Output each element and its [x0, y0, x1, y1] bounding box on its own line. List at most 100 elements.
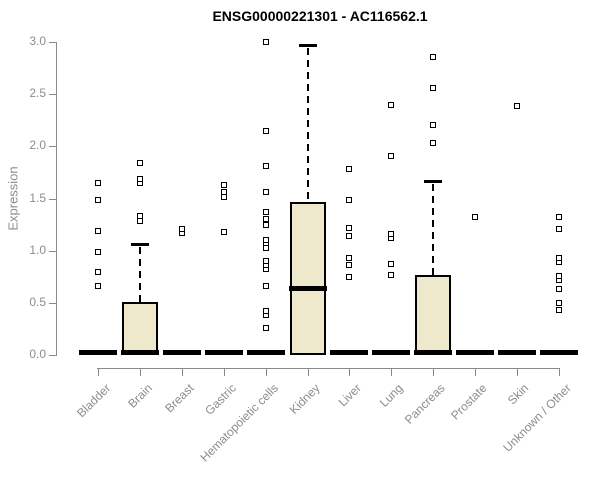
y-axis-tick [49, 42, 56, 43]
box-rect [289, 201, 326, 355]
outlier-point [137, 160, 144, 167]
outlier-point [388, 152, 395, 159]
outlier-point [220, 228, 227, 235]
whisker-line [432, 183, 435, 275]
y-axis-tick [49, 250, 56, 252]
outlier-point [346, 196, 353, 203]
outlier-point [95, 196, 102, 203]
outlier-point [137, 213, 144, 220]
y-axis-tick [49, 198, 56, 200]
y-tick-label: 1.5 [29, 190, 46, 205]
x-axis-tick [516, 369, 518, 376]
outlier-point [178, 225, 185, 232]
y-tick-label: 0.5 [29, 294, 46, 309]
x-axis-tick [223, 369, 225, 376]
x-tick-label: Kidney [286, 381, 323, 417]
outlier-point [220, 181, 227, 188]
x-axis-tick [181, 369, 183, 376]
whisker-cap [424, 179, 443, 183]
x-axis-tick [265, 369, 267, 376]
x-tick-label: Prostate [448, 381, 490, 423]
whisker-cap [131, 243, 150, 247]
median-bar [414, 350, 453, 356]
outlier-point [430, 84, 437, 91]
outlier-point [262, 283, 269, 290]
median-bar [372, 350, 411, 356]
outlier-point [220, 189, 227, 196]
whisker-line [306, 48, 309, 202]
outlier-point [346, 166, 353, 173]
x-tick-label: Lung [377, 381, 407, 410]
outlier-point [262, 237, 269, 244]
outlier-point [262, 39, 269, 45]
outlier-point [262, 221, 269, 228]
y-tick-label: 2.0 [29, 138, 46, 153]
outlier-point [262, 324, 269, 331]
median-bar [162, 350, 201, 356]
outlier-point [388, 101, 395, 108]
outlier-point [388, 261, 395, 268]
outlier-point [471, 214, 478, 221]
median-bar [288, 285, 327, 291]
x-axis-tick [307, 369, 309, 376]
outlier-point [220, 194, 227, 201]
chart-title: ENSG00000221301 - AC116562.1 [212, 8, 428, 24]
outlier-point [555, 254, 562, 261]
outlier-point [346, 273, 353, 280]
median-bar [246, 350, 285, 356]
outlier-point [95, 248, 102, 255]
median-bar [497, 350, 536, 356]
outlier-point [95, 283, 102, 290]
outlier-point [555, 272, 562, 279]
y-axis-tick [49, 94, 56, 96]
outlier-point [555, 286, 562, 293]
x-tick-label: Breast [162, 381, 197, 416]
outlier-point [430, 122, 437, 129]
x-tick-label: Brain [125, 381, 156, 411]
whisker-line [139, 247, 142, 302]
y-tick-label: 3.0 [29, 34, 46, 48]
y-tick-label: 0.0 [29, 347, 46, 361]
median-bar [455, 350, 494, 356]
y-axis-line [56, 42, 57, 356]
outlier-point [555, 214, 562, 221]
median-bar [539, 350, 578, 356]
outlier-point [430, 140, 437, 147]
box-rect [415, 274, 452, 355]
y-axis-tick [49, 146, 56, 148]
y-axis-tick [49, 302, 56, 304]
outlier-point [346, 262, 353, 269]
x-tick-label: Bladder [74, 381, 114, 421]
x-axis-tick [558, 369, 560, 376]
x-axis-tick [391, 369, 393, 376]
outlier-point [262, 216, 269, 223]
outlier-point [262, 127, 269, 134]
x-axis-line [97, 368, 560, 369]
x-tick-label: Hematopoietic cells [197, 381, 281, 465]
outlier-point [555, 225, 562, 232]
outlier-point [262, 163, 269, 170]
outlier-point [262, 189, 269, 196]
whisker-cap [298, 44, 317, 48]
median-bar [121, 350, 160, 356]
outlier-point [388, 230, 395, 237]
x-axis-tick [433, 369, 435, 376]
outlier-point [346, 224, 353, 231]
median-bar [330, 350, 369, 356]
outlier-point [262, 258, 269, 265]
y-axis-tick [49, 355, 56, 356]
x-tick-label: Liver [335, 381, 365, 410]
x-tick-label: Gastric [201, 381, 239, 418]
x-axis-tick [140, 369, 142, 376]
outlier-point [95, 227, 102, 234]
outlier-point [262, 308, 269, 315]
outlier-point [95, 179, 102, 186]
x-axis-tick [349, 369, 351, 376]
outlier-point [137, 218, 144, 225]
outlier-point [346, 233, 353, 240]
x-tick-label: Pancreas [402, 381, 448, 427]
x-axis-tick [474, 369, 476, 376]
y-tick-label: 2.5 [29, 86, 46, 101]
